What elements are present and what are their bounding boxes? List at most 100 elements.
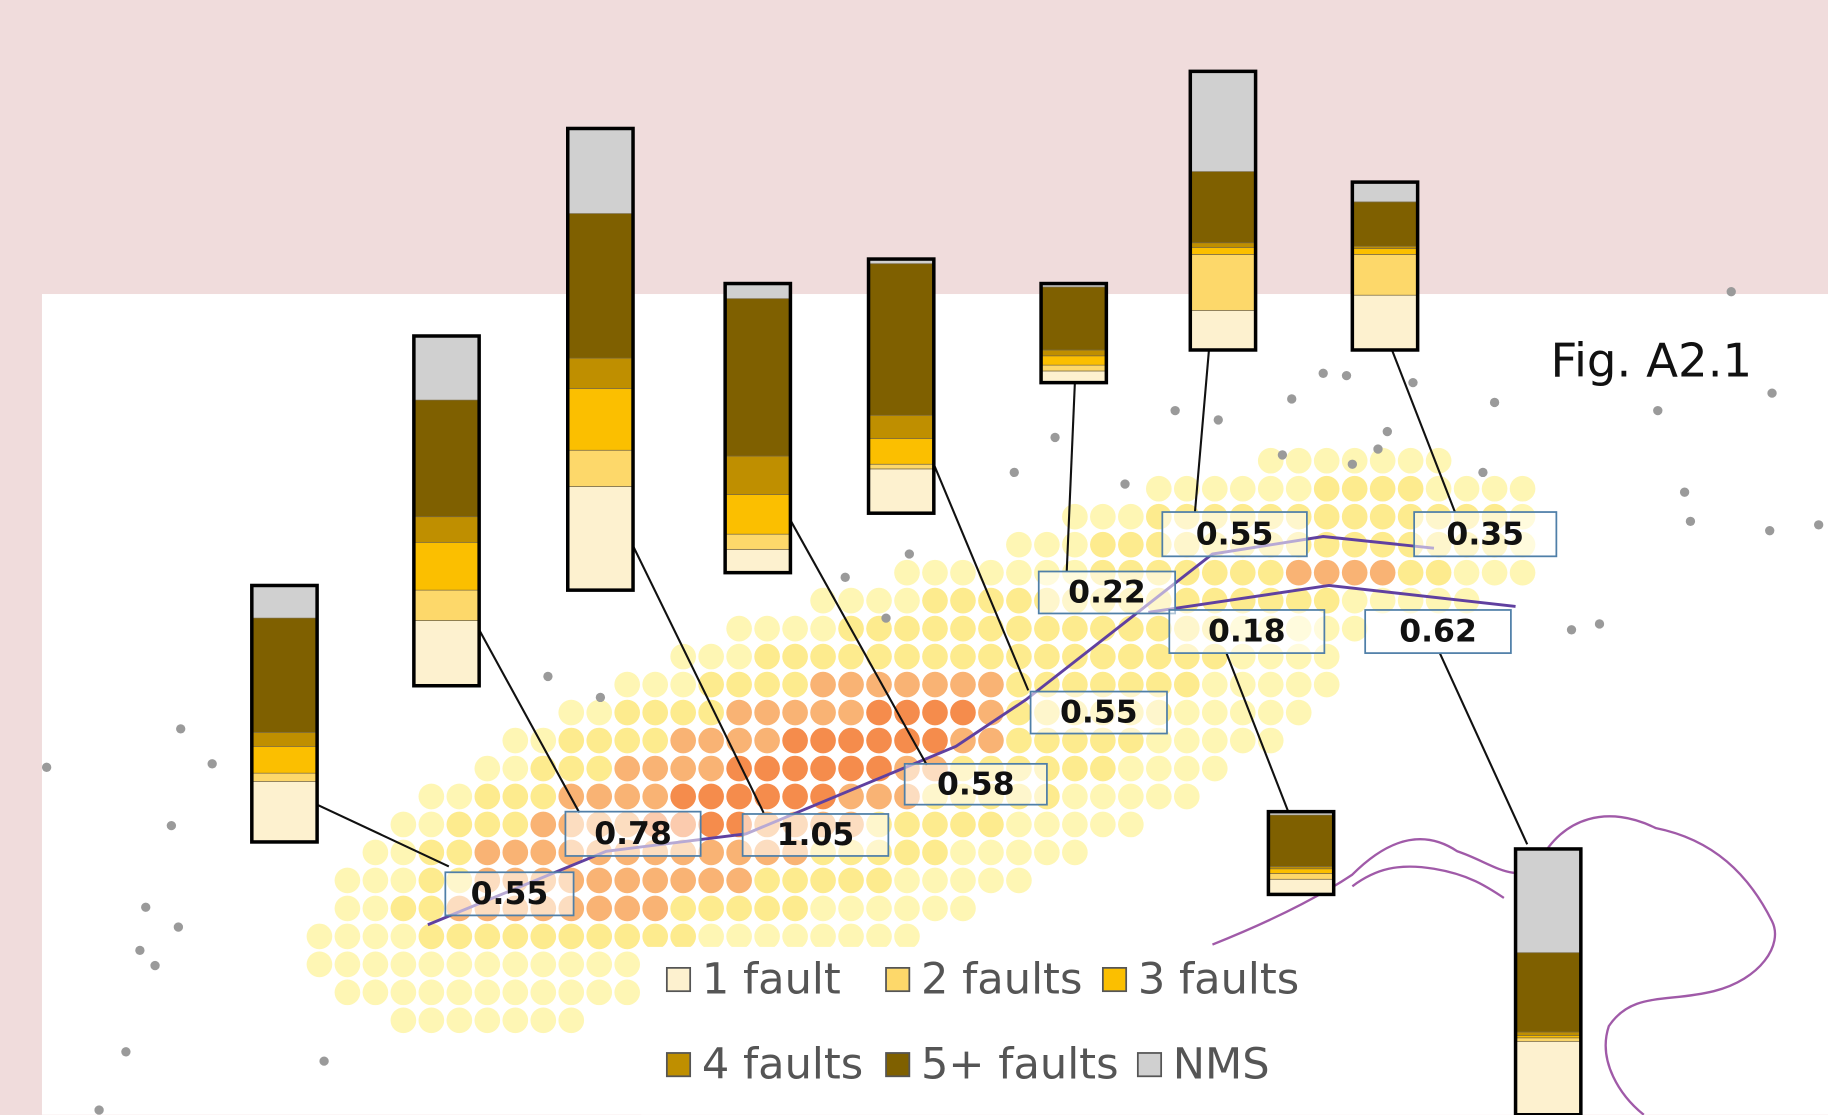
heat-dot: [586, 979, 613, 1006]
bar-segment: [1515, 952, 1582, 1033]
bar-outline: [723, 281, 793, 575]
station-dot: [1408, 377, 1418, 388]
heat-dot: [866, 727, 892, 754]
heat-dot: [838, 587, 864, 614]
heat-dot: [1145, 615, 1172, 642]
bar-segment: [1515, 1037, 1582, 1042]
heat-dot: [866, 587, 892, 614]
heat-dot: [586, 923, 613, 950]
bar-outline: [1039, 281, 1109, 385]
heat-dot: [1341, 475, 1368, 502]
heat-dot: [670, 783, 696, 810]
heat-dot: [810, 671, 836, 698]
heat-dot: [642, 923, 669, 950]
heat-dot: [362, 867, 389, 894]
station-dot: [595, 692, 606, 703]
heat-dot: [1257, 447, 1284, 474]
leader-line: [1065, 382, 1076, 572]
station-dot: [319, 1056, 329, 1066]
heat-dot: [810, 643, 836, 670]
heat-dot: [334, 923, 361, 950]
heat-dot: [474, 1007, 501, 1034]
heat-dot: [446, 951, 473, 978]
heat-dot: [474, 979, 501, 1006]
heat-dot: [418, 839, 445, 866]
station-dot: [1373, 444, 1383, 454]
heat-dot: [978, 811, 1004, 838]
heat-dot: [1369, 475, 1396, 502]
heat-dot: [1062, 839, 1088, 866]
heat-dot: [894, 671, 920, 698]
heat-dot: [670, 671, 696, 698]
heat-dot: [642, 867, 669, 894]
leader-line: [789, 519, 928, 766]
heat-dot: [1118, 531, 1144, 558]
bar-segment: [567, 128, 634, 214]
heat-dot: [530, 979, 557, 1006]
heat-dot: [810, 923, 836, 950]
bar-segment: [724, 298, 791, 457]
heat-dot: [894, 643, 920, 670]
heat-dot: [1034, 811, 1060, 838]
legend-label: 4 faults: [702, 1039, 863, 1089]
heat-dot: [306, 951, 333, 978]
station-dot: [881, 613, 891, 623]
heat-dot: [838, 923, 864, 950]
station-dot: [904, 549, 914, 559]
heat-dot: [614, 951, 641, 978]
heat-dot: [866, 783, 892, 810]
bar-segment: [1268, 868, 1335, 874]
heat-dot: [950, 615, 976, 642]
station-dot: [1765, 526, 1775, 536]
bar-segment: [1040, 286, 1107, 351]
heat-dot: [502, 951, 529, 978]
heat-dot: [726, 867, 752, 894]
heat-dot: [950, 839, 976, 866]
heat-dot: [866, 867, 892, 894]
heat-dot: [1313, 475, 1340, 502]
heat-dot: [362, 923, 389, 950]
heat-dot: [810, 727, 836, 754]
heat-dot: [614, 755, 641, 782]
heat-dot: [978, 643, 1004, 670]
heat-dot: [502, 1007, 529, 1034]
bar-segment: [251, 746, 318, 774]
heat-dot: [950, 671, 976, 698]
heat-dot: [810, 699, 836, 726]
heat-dot: [1257, 727, 1284, 754]
heat-dot: [726, 671, 752, 698]
heat-dot: [1173, 699, 1200, 726]
station-dot: [1050, 432, 1060, 443]
bar-segment: [868, 438, 935, 465]
bar-segment: [251, 780, 318, 843]
heat-dot: [306, 923, 333, 950]
heat-dot: [1257, 559, 1284, 586]
bar-segment: [724, 283, 791, 300]
legend-swatch: [1101, 966, 1128, 993]
heat-dot: [698, 783, 724, 810]
heat-dot: [614, 783, 641, 810]
bar-segment: [1351, 181, 1418, 203]
heat-dot: [642, 783, 669, 810]
value-label: 0.62: [1399, 614, 1477, 650]
heat-dot: [894, 727, 920, 754]
heat-dot: [1062, 643, 1088, 670]
heat-dot: [698, 895, 724, 922]
heat-dot: [390, 811, 417, 838]
bar-segment: [1515, 1040, 1582, 1115]
heat-dot: [642, 895, 669, 922]
bar-segment: [1189, 247, 1256, 255]
heat-dot: [922, 643, 948, 670]
value-label: 0.55: [1060, 695, 1138, 731]
heat-dot: [1145, 643, 1172, 670]
heat-dot: [1062, 755, 1088, 782]
heat-dot: [474, 783, 501, 810]
heat-dot: [950, 867, 976, 894]
heat-dot: [754, 895, 780, 922]
value-box: [1029, 690, 1168, 735]
route-line: [1148, 584, 1516, 614]
heat-dot: [1090, 643, 1116, 670]
heat-dot: [1397, 447, 1424, 474]
heat-dot: [670, 867, 696, 894]
